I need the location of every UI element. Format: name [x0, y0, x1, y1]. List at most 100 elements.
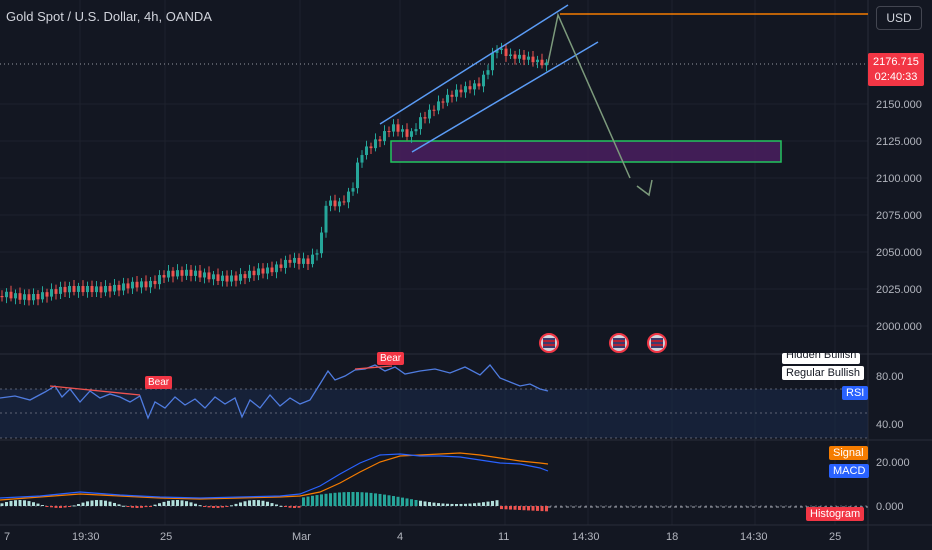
histogram-bar [432, 502, 436, 506]
histogram-bar [261, 500, 265, 506]
candle-body [423, 117, 427, 119]
price-axis-label: 2100.000 [876, 173, 922, 185]
candle-body [198, 270, 202, 278]
candle-body [405, 129, 409, 137]
histogram-bar [270, 503, 274, 506]
candle-body [225, 275, 229, 282]
candle-body [153, 280, 157, 285]
histogram-bar [405, 498, 409, 506]
candle-body [9, 291, 13, 299]
histogram-bar [149, 506, 152, 507]
time-axis-label: 18 [666, 531, 678, 543]
candle-body [473, 83, 476, 90]
channel-upper-line[interactable] [379, 4, 569, 125]
histogram-bar [32, 502, 35, 506]
candle-body [207, 272, 211, 280]
candle-body [437, 101, 440, 111]
histogram-bar [545, 506, 548, 512]
histogram-bar [378, 493, 382, 506]
histogram-bar [284, 506, 287, 508]
candle-body [68, 285, 71, 293]
projection-path[interactable] [547, 12, 631, 179]
histogram-bar [387, 495, 391, 506]
signal-tag: Signal [829, 446, 868, 460]
us-flag-icon[interactable] [539, 333, 559, 353]
candle-body [140, 281, 143, 288]
histogram-bar [234, 503, 238, 506]
price-axis-label: 2125.000 [876, 136, 922, 148]
signal-line[interactable] [0, 452, 549, 501]
histogram-bar [257, 500, 260, 506]
histogram-bar [464, 503, 467, 506]
candle-body [333, 200, 337, 207]
candle-body [81, 286, 85, 293]
histogram-bar [81, 502, 85, 506]
histogram-bar [162, 501, 166, 506]
candle-body [59, 286, 62, 294]
histogram-bar [135, 506, 139, 508]
histogram-bar [225, 506, 229, 507]
candle-body [41, 292, 44, 300]
candle-body [464, 86, 467, 93]
histogram-bar [126, 506, 130, 507]
histogram-bar [230, 505, 233, 507]
histogram-bar [320, 494, 323, 506]
histogram-bar [356, 492, 359, 506]
chart-title[interactable]: Gold Spot / U.S. Dollar, 4h, OANDA [6, 9, 212, 24]
histogram-bar [131, 506, 134, 508]
time-axis-label: 25 [160, 531, 172, 543]
histogram-bar [14, 500, 17, 506]
candle-body [446, 94, 449, 103]
rsi-line[interactable] [0, 364, 549, 420]
histogram-bar [239, 502, 242, 506]
macd-axis-label: 20.000 [876, 457, 910, 469]
candle-body [531, 56, 535, 63]
candle-body [144, 281, 148, 288]
histogram-bar [324, 493, 328, 506]
histogram-bar [527, 506, 530, 511]
macd-line[interactable] [0, 453, 549, 499]
histogram-bar [410, 499, 413, 506]
candle-body [108, 285, 112, 292]
histogram-bar [203, 506, 206, 507]
histogram-bar [194, 503, 197, 506]
histogram-bar [167, 500, 170, 506]
macd-histogram [0, 492, 548, 512]
histogram-bar [185, 501, 188, 506]
candle-body [203, 272, 206, 278]
time-axis-label: 14:30 [572, 531, 600, 543]
candle-body [194, 270, 197, 276]
candle-body [387, 131, 391, 133]
histogram-bar [342, 492, 346, 506]
histogram-bar [72, 505, 76, 507]
candle-body [297, 257, 301, 264]
candle-body [248, 270, 251, 279]
histogram-bar [108, 501, 112, 506]
time-axis-label: 25 [829, 531, 841, 543]
candle-body [441, 101, 445, 103]
candle-body [320, 232, 323, 254]
currency-button[interactable]: USD [876, 6, 922, 30]
histogram-bar [176, 500, 179, 506]
histogram-bar [95, 500, 98, 506]
candle-body [306, 258, 310, 265]
us-flag-icon[interactable] [609, 333, 629, 353]
histogram-bar [315, 495, 319, 506]
histogram-bar [9, 500, 13, 506]
histogram-bar [531, 506, 535, 511]
price-axis-label: 2075.000 [876, 210, 922, 222]
time-axis-label: 14:30 [740, 531, 768, 543]
us-flag-icon[interactable] [647, 333, 667, 353]
histogram-bar [5, 502, 8, 506]
histogram-bar [495, 500, 499, 506]
candle-body [117, 284, 121, 291]
histogram-bar [486, 501, 490, 506]
candle-body [419, 117, 422, 130]
histogram-bar [117, 504, 121, 506]
candle-body [95, 286, 98, 293]
support-zone[interactable] [390, 140, 782, 163]
channel-lower-line[interactable] [411, 41, 599, 153]
histogram-bar [221, 506, 224, 508]
candle-body [504, 48, 508, 56]
